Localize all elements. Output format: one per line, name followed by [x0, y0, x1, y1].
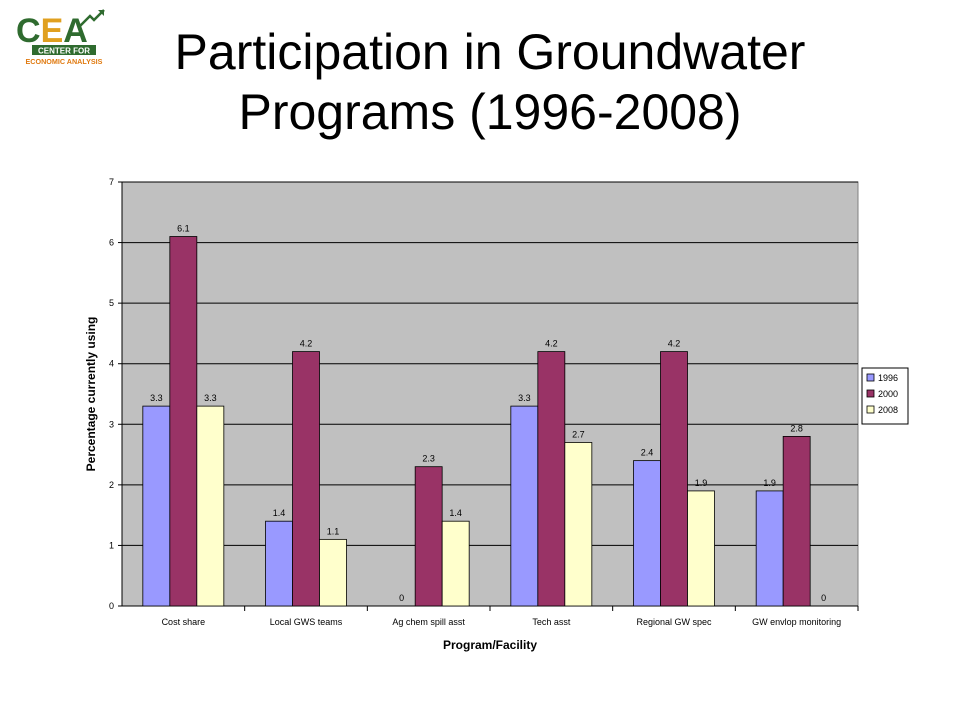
- title-line-1: Participation in Groundwater: [174, 24, 806, 80]
- data-label: 4.2: [300, 339, 313, 349]
- data-label: 6.1: [177, 224, 190, 234]
- y-tick-label: 3: [109, 419, 114, 429]
- logo-banner: [32, 45, 96, 55]
- data-label: 4.2: [668, 339, 681, 349]
- x-tick-label: GW envlop monitoring: [752, 617, 841, 627]
- x-tick-label: Regional GW spec: [636, 617, 712, 627]
- data-label: 2.8: [790, 423, 803, 433]
- data-label: 3.3: [204, 393, 217, 403]
- bar-2008: [196, 405, 225, 607]
- logo-letter: E: [41, 12, 64, 50]
- logo-letters: CEA: [16, 12, 88, 50]
- logo-arrow-head: [98, 10, 104, 16]
- bar-2008: [564, 442, 593, 607]
- bar-1996: [142, 405, 171, 607]
- data-label: 0: [399, 593, 404, 603]
- x-tick-label: Cost share: [162, 617, 206, 627]
- bar-2008: [441, 520, 470, 607]
- logo-letter: C: [16, 12, 41, 50]
- data-label: 3.3: [150, 393, 163, 403]
- y-tick-label: 0: [109, 601, 114, 611]
- data-label: 2.7: [572, 429, 585, 439]
- bar-2000: [169, 236, 198, 607]
- bar-2000: [660, 351, 688, 607]
- y-tick-label: 4: [109, 359, 114, 369]
- bar-1996: [265, 520, 293, 607]
- data-label: 1.9: [763, 478, 776, 488]
- legend-label: 2000: [878, 389, 898, 399]
- y-tick-label: 5: [109, 298, 114, 308]
- bar-2000: [414, 466, 443, 607]
- bar-2000: [292, 351, 320, 607]
- y-tick-label: 6: [109, 238, 114, 248]
- logo-line1: CENTER FOR: [38, 47, 90, 56]
- x-axis-title: Program/Facility: [443, 638, 537, 652]
- legend-swatch-2008: [866, 405, 875, 414]
- legend-label: 1996: [878, 373, 898, 383]
- y-tick-label: 7: [109, 177, 114, 187]
- logo-letter: A: [63, 12, 88, 50]
- bar-2000: [537, 351, 566, 607]
- bar-1996: [755, 490, 784, 607]
- data-label: 2.4: [641, 448, 654, 458]
- data-label: 4.2: [545, 339, 558, 349]
- y-tick-label: 1: [109, 540, 114, 550]
- legend-label: 2008: [878, 405, 898, 415]
- data-label: 1.9: [695, 478, 708, 488]
- data-label: 1.4: [273, 508, 286, 518]
- data-label: 2.3: [422, 454, 435, 464]
- logo-arrow: [79, 9, 105, 27]
- data-label: 1.1: [327, 526, 340, 536]
- bar-2008: [319, 538, 347, 607]
- bar-2008: [687, 490, 715, 607]
- page-title: Participation in Groundwater Programs (1…: [120, 22, 860, 142]
- data-label: 3.3: [518, 393, 531, 403]
- y-tick-label: 2: [109, 480, 114, 490]
- cea-logo: CEA CENTER FOR ECONOMIC ANALYSIS: [16, 9, 105, 66]
- legend-swatch-1996: [866, 373, 875, 382]
- x-tick-label: Tech asst: [532, 617, 571, 627]
- bar-1996: [633, 460, 661, 607]
- x-tick-label: Local GWS teams: [270, 617, 343, 627]
- title-line-2: Programs (1996-2008): [238, 84, 742, 140]
- logo-line2: ECONOMIC ANALYSIS: [26, 57, 103, 66]
- bar-1996: [510, 405, 539, 607]
- x-tick-label: Ag chem spill asst: [392, 617, 465, 627]
- y-axis-title: Percentage currently using: [84, 317, 98, 472]
- bar-2000: [782, 435, 811, 607]
- data-label: 0: [821, 593, 826, 603]
- data-label: 1.4: [449, 508, 462, 518]
- legend-swatch-2000: [866, 389, 875, 398]
- plot-area: [121, 181, 859, 607]
